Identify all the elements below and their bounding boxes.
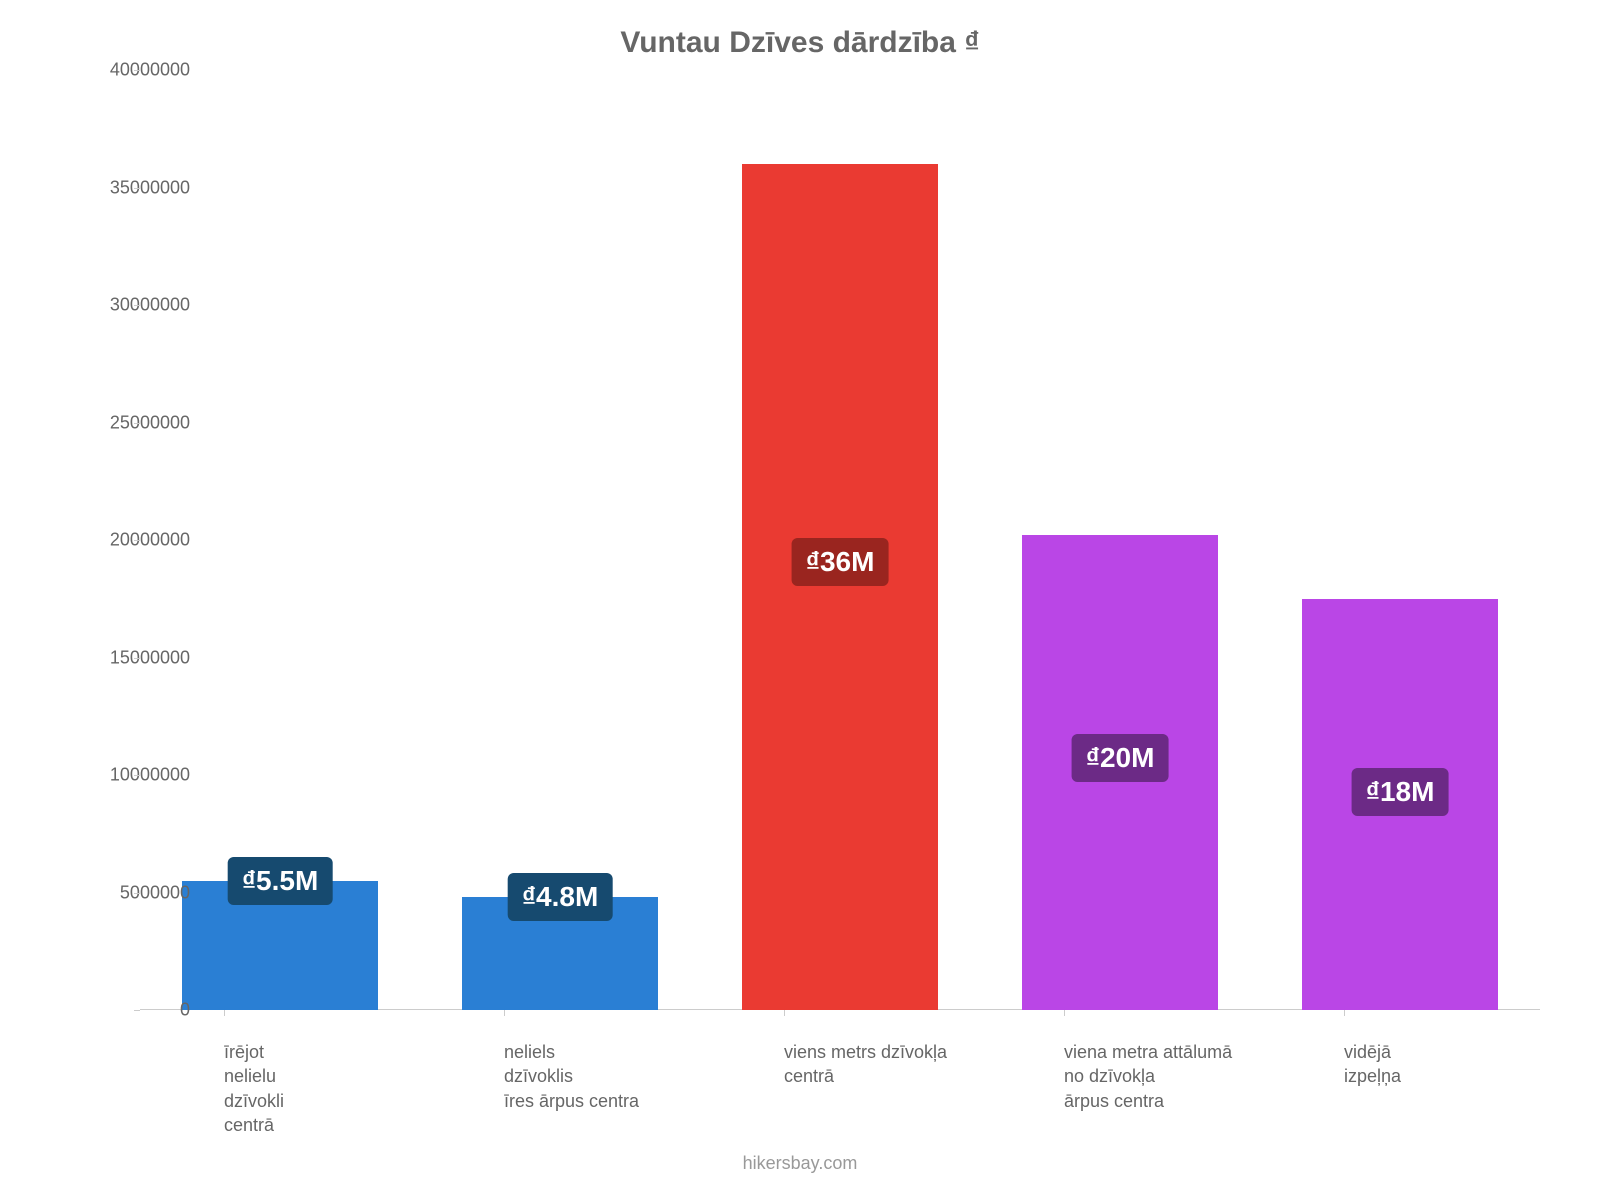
bars-container: ₫5.5M ₫4.8M ₫36M ₫20M ₫18M	[140, 70, 1540, 1010]
x-category-label: īrējotnelieludzīvoklicentrā	[224, 1040, 444, 1137]
y-tick-mark	[134, 893, 140, 894]
y-tick-label: 5000000	[70, 882, 190, 903]
y-tick-label: 25000000	[70, 412, 190, 433]
x-category-line: īres ārpus centra	[504, 1089, 724, 1113]
x-category-line: nelielu	[224, 1064, 444, 1088]
x-category-line: dzīvoklis	[504, 1064, 724, 1088]
x-category-line: ārpus centra	[1064, 1089, 1284, 1113]
y-tick-label: 35000000	[70, 177, 190, 198]
cost-of-living-chart: Vuntau Dzīves dārdzība ₫ ₫5.5M₫4.8M₫36M₫…	[0, 0, 1600, 1200]
x-category-line: viena metra attālumā	[1064, 1040, 1284, 1064]
y-tick-mark	[134, 1010, 140, 1011]
y-tick-label: 20000000	[70, 530, 190, 551]
bar-value-text: ₫36M	[806, 546, 875, 577]
y-tick-label: 40000000	[70, 60, 190, 81]
bar-value-label: ₫4.8M	[508, 873, 613, 921]
bar-value-label: ₫36M	[792, 538, 889, 586]
x-category-label: viens metrs dzīvokļacentrā	[784, 1040, 1004, 1089]
bar-value-label: ₫5.5M	[228, 857, 333, 905]
chart-title: Vuntau Dzīves dārdzība ₫	[0, 26, 1600, 60]
x-tick-mark	[1344, 1010, 1345, 1016]
y-tick-mark	[134, 305, 140, 306]
bar-value-label: ₫18M	[1352, 768, 1449, 816]
y-tick-label: 0	[70, 1000, 190, 1021]
x-category-label: viena metra attālumāno dzīvokļaārpus cen…	[1064, 1040, 1284, 1113]
x-category-line: dzīvokli	[224, 1089, 444, 1113]
x-category-line: vidējā	[1344, 1040, 1564, 1064]
x-category-line: no dzīvokļa	[1064, 1064, 1284, 1088]
x-category-line: īrējot	[224, 1040, 444, 1064]
chart-footer: hikersbay.com	[0, 1153, 1600, 1174]
x-tick-mark	[1064, 1010, 1065, 1016]
y-tick-mark	[134, 70, 140, 71]
x-tick-mark	[784, 1010, 785, 1016]
bar-value-label: ₫20M	[1072, 734, 1169, 782]
y-tick-label: 15000000	[70, 647, 190, 668]
bar	[742, 164, 938, 1010]
plot-area: ₫5.5M ₫4.8M ₫36M ₫20M ₫18M	[140, 70, 1540, 1010]
x-category-label: vidējāizpeļņa	[1344, 1040, 1564, 1089]
x-category-line: viens metrs dzīvokļa	[784, 1040, 1004, 1064]
bar-value-text: ₫5.5M	[242, 865, 319, 896]
y-tick-mark	[134, 188, 140, 189]
y-tick-label: 10000000	[70, 765, 190, 786]
y-tick-mark	[134, 658, 140, 659]
x-category-line: centrā	[784, 1064, 1004, 1088]
y-tick-mark	[134, 775, 140, 776]
bar-value-text: ₫18M	[1366, 776, 1435, 807]
x-tick-mark	[224, 1010, 225, 1016]
x-tick-mark	[504, 1010, 505, 1016]
x-category-line: izpeļņa	[1344, 1064, 1564, 1088]
y-tick-label: 30000000	[70, 295, 190, 316]
bar-value-text: ₫4.8M	[522, 881, 599, 912]
bar-value-text: ₫20M	[1086, 742, 1155, 773]
y-tick-mark	[134, 540, 140, 541]
x-category-line: neliels	[504, 1040, 724, 1064]
x-category-label: nelielsdzīvoklisīres ārpus centra	[504, 1040, 724, 1113]
x-category-line: centrā	[224, 1113, 444, 1137]
y-tick-mark	[134, 423, 140, 424]
